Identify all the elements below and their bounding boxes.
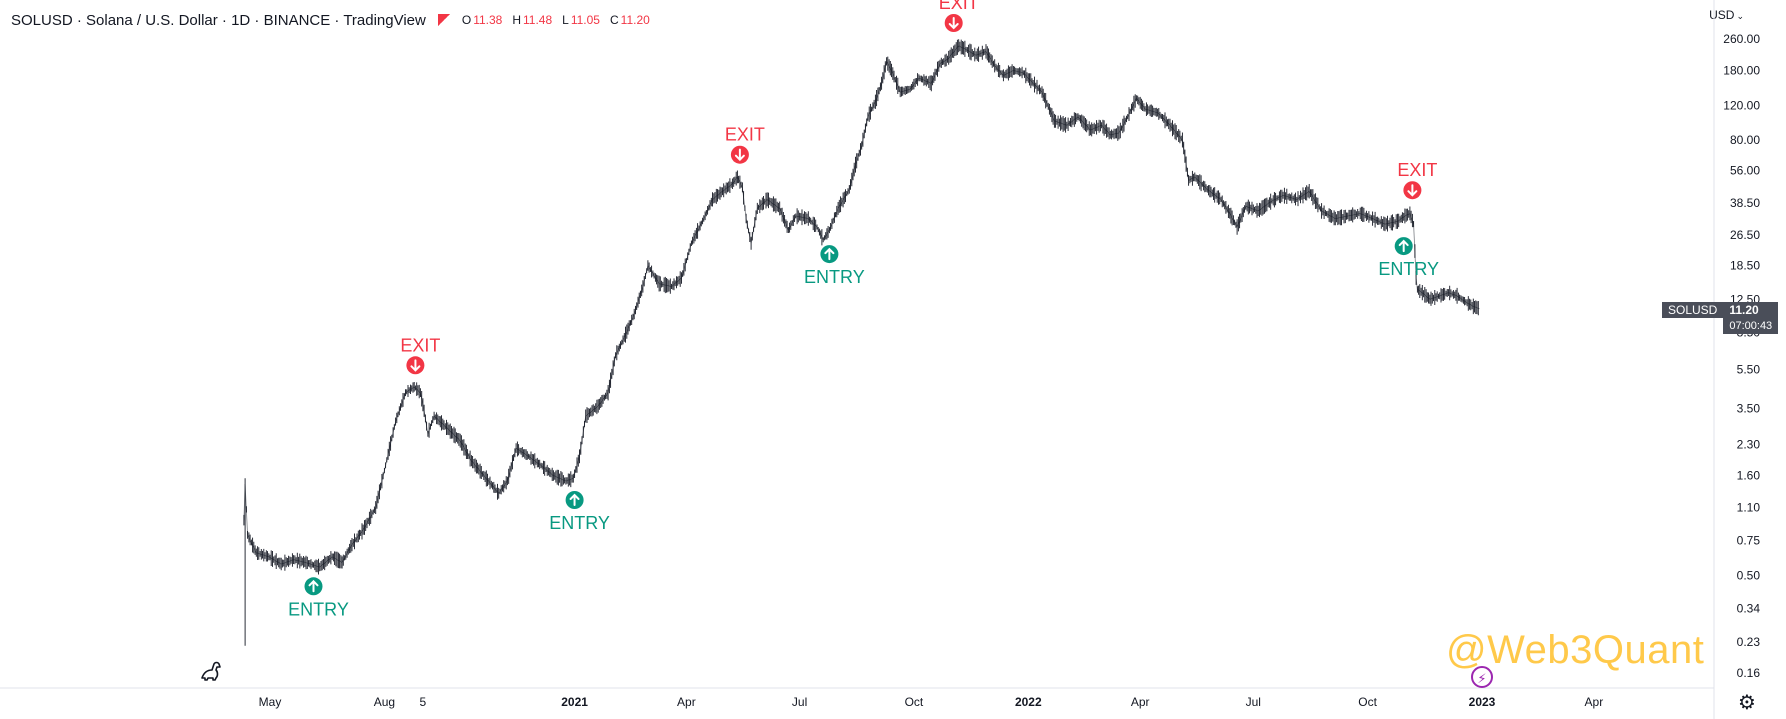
entry-signal[interactable]: ENTRY [1378, 237, 1439, 279]
y-tick-label: 5.50 [1737, 363, 1761, 377]
price-series [243, 39, 1480, 646]
watermark: @Web3Quant [1446, 628, 1705, 672]
signal-label: EXIT [939, 0, 979, 13]
x-tick-label: 2023 [1469, 695, 1496, 709]
x-tick-label: 2021 [561, 695, 588, 709]
lightning-icon[interactable]: ⚡ [1471, 666, 1493, 688]
x-tick-label: Apr [677, 695, 696, 709]
signal-label: ENTRY [288, 599, 349, 619]
entry-signal[interactable]: ENTRY [804, 245, 865, 287]
ohlc-high: H 11.48 [512, 13, 553, 27]
ohlc-values: O 11.38 H 11.48 L 11.05 C 11.20 [462, 13, 650, 27]
flag-icon[interactable] [437, 14, 450, 26]
arrow-glyph [948, 17, 959, 30]
signal-label: ENTRY [1378, 259, 1439, 279]
currency-selector[interactable]: USD ⌄ [1709, 8, 1744, 22]
signal-label: ENTRY [804, 267, 865, 287]
exit-signal[interactable]: EXIT [725, 125, 765, 164]
price-line [243, 45, 1480, 568]
dinosaur-icon[interactable] [198, 658, 224, 684]
y-tick-label: 3.50 [1737, 401, 1761, 415]
y-axis[interactable]: 260.00 180.00 120.00 80.00 56.00 38.50 26.50 18… [1723, 32, 1760, 680]
symbol-tag: SOLUSD [1662, 302, 1724, 318]
signal-annotations: ENTRY EXIT ENTRY EXIT ENTRY EXIT ENTRY EXIT [288, 0, 1439, 619]
signal-label: ENTRY [549, 513, 610, 533]
chevron-down-icon: ⌄ [1736, 11, 1744, 21]
gear-icon[interactable]: ⚙ [1738, 692, 1756, 714]
ohlc-low: L 11.05 [562, 13, 600, 27]
y-tick-label: 0.75 [1737, 534, 1761, 548]
x-tick-label: Jul [1246, 695, 1261, 709]
ohlc-close: C 11.20 [609, 13, 650, 27]
exit-signal[interactable]: EXIT [400, 335, 440, 375]
x-tick-label: Apr [1585, 695, 1604, 709]
x-tick-label: Jul [792, 695, 807, 709]
signal-label: EXIT [400, 335, 440, 355]
arrow-glyph [1398, 239, 1409, 253]
x-tick-label: 2022 [1015, 695, 1042, 709]
y-tick-label: 80.00 [1730, 133, 1760, 147]
y-tick-label: 0.34 [1737, 601, 1761, 615]
y-tick-label: 26.50 [1730, 228, 1760, 242]
x-axis[interactable]: May Aug 5 2021 Apr Jul Oct 2022 Apr Jul Oct 2023 Apr [259, 695, 1604, 709]
chart-header: SOLUSD · Solana / U.S. Dollar · 1D · BIN… [11, 8, 650, 32]
last-price: 11.20 [1723, 302, 1779, 318]
entry-signal[interactable]: ENTRY [288, 577, 349, 619]
last-price-marker: SOLUSD 11.20 07:00:43 [1662, 302, 1779, 334]
arrow-glyph [308, 579, 319, 593]
y-tick-label: 260.00 [1723, 32, 1760, 46]
y-tick-label: 2.30 [1737, 437, 1761, 451]
x-tick-label: Aug [374, 695, 395, 709]
exit-signal[interactable]: EXIT [939, 0, 979, 32]
signal-label: EXIT [1397, 160, 1437, 180]
arrow-glyph [734, 148, 745, 162]
ohlc-open: O 11.38 [461, 13, 503, 27]
entry-signal[interactable]: ENTRY [549, 491, 610, 533]
x-tick-label: Oct [1358, 695, 1377, 709]
y-tick-label: 0.50 [1737, 568, 1761, 582]
y-tick-label: 56.00 [1730, 164, 1760, 178]
x-tick-label: Oct [905, 695, 924, 709]
y-tick-label: 180.00 [1723, 64, 1760, 78]
bar-countdown: 07:00:43 [1723, 318, 1779, 334]
x-tick-label: 5 [420, 695, 427, 709]
exit-signal[interactable]: EXIT [1397, 160, 1437, 200]
y-tick-label: 1.60 [1737, 469, 1761, 483]
y-tick-label: 120.00 [1723, 98, 1760, 112]
arrow-glyph [569, 493, 580, 506]
y-tick-label: 0.16 [1737, 666, 1761, 680]
signal-label: EXIT [725, 125, 765, 145]
y-tick-label: 18.50 [1730, 259, 1760, 273]
symbol-description[interactable]: SOLUSD · Solana / U.S. Dollar · 1D · BIN… [11, 11, 426, 29]
y-tick-label: 0.23 [1737, 635, 1761, 649]
arrow-glyph [410, 359, 421, 372]
currency-label: USD [1709, 8, 1735, 22]
y-tick-label: 1.10 [1737, 501, 1761, 515]
arrow-glyph [824, 247, 835, 261]
arrow-glyph [1407, 184, 1418, 197]
x-tick-label: May [259, 695, 282, 709]
y-tick-label: 38.50 [1730, 196, 1760, 210]
x-tick-label: Apr [1131, 695, 1150, 709]
